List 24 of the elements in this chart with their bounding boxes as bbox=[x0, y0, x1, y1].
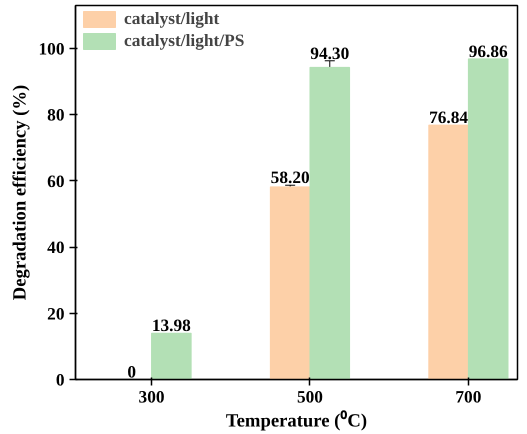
y-tick-label: 40 bbox=[47, 238, 64, 258]
data-label: 13.98 bbox=[152, 316, 192, 336]
data-label: 96.86 bbox=[468, 42, 508, 61]
y-tick-label: 60 bbox=[47, 172, 64, 191]
data-label: 94.30 bbox=[310, 44, 350, 63]
bar bbox=[309, 66, 350, 380]
x-axis-title: Temperature (⁰C) bbox=[226, 410, 368, 432]
y-tick-label: 80 bbox=[47, 106, 64, 125]
bar bbox=[468, 58, 508, 380]
x-tick-label: 700 bbox=[455, 388, 482, 406]
y-axis-title: Degradation efficiency (%) bbox=[10, 84, 31, 300]
y-tick-label: 0 bbox=[56, 370, 65, 390]
bar bbox=[270, 186, 310, 380]
bar bbox=[428, 124, 469, 380]
data-label: 58.20 bbox=[270, 168, 310, 188]
data-label: 76.84 bbox=[429, 108, 468, 128]
data-label: 0 bbox=[127, 362, 136, 382]
y-tick-label: 100 bbox=[38, 40, 65, 59]
x-tick-label: 500 bbox=[296, 388, 323, 406]
legend-label: catalyst/light bbox=[124, 9, 220, 29]
x-tick-label: 300 bbox=[138, 388, 165, 406]
legend-label: catalyst/light/PS bbox=[124, 31, 244, 51]
bar bbox=[151, 332, 192, 380]
y-tick-label: 20 bbox=[47, 304, 64, 324]
